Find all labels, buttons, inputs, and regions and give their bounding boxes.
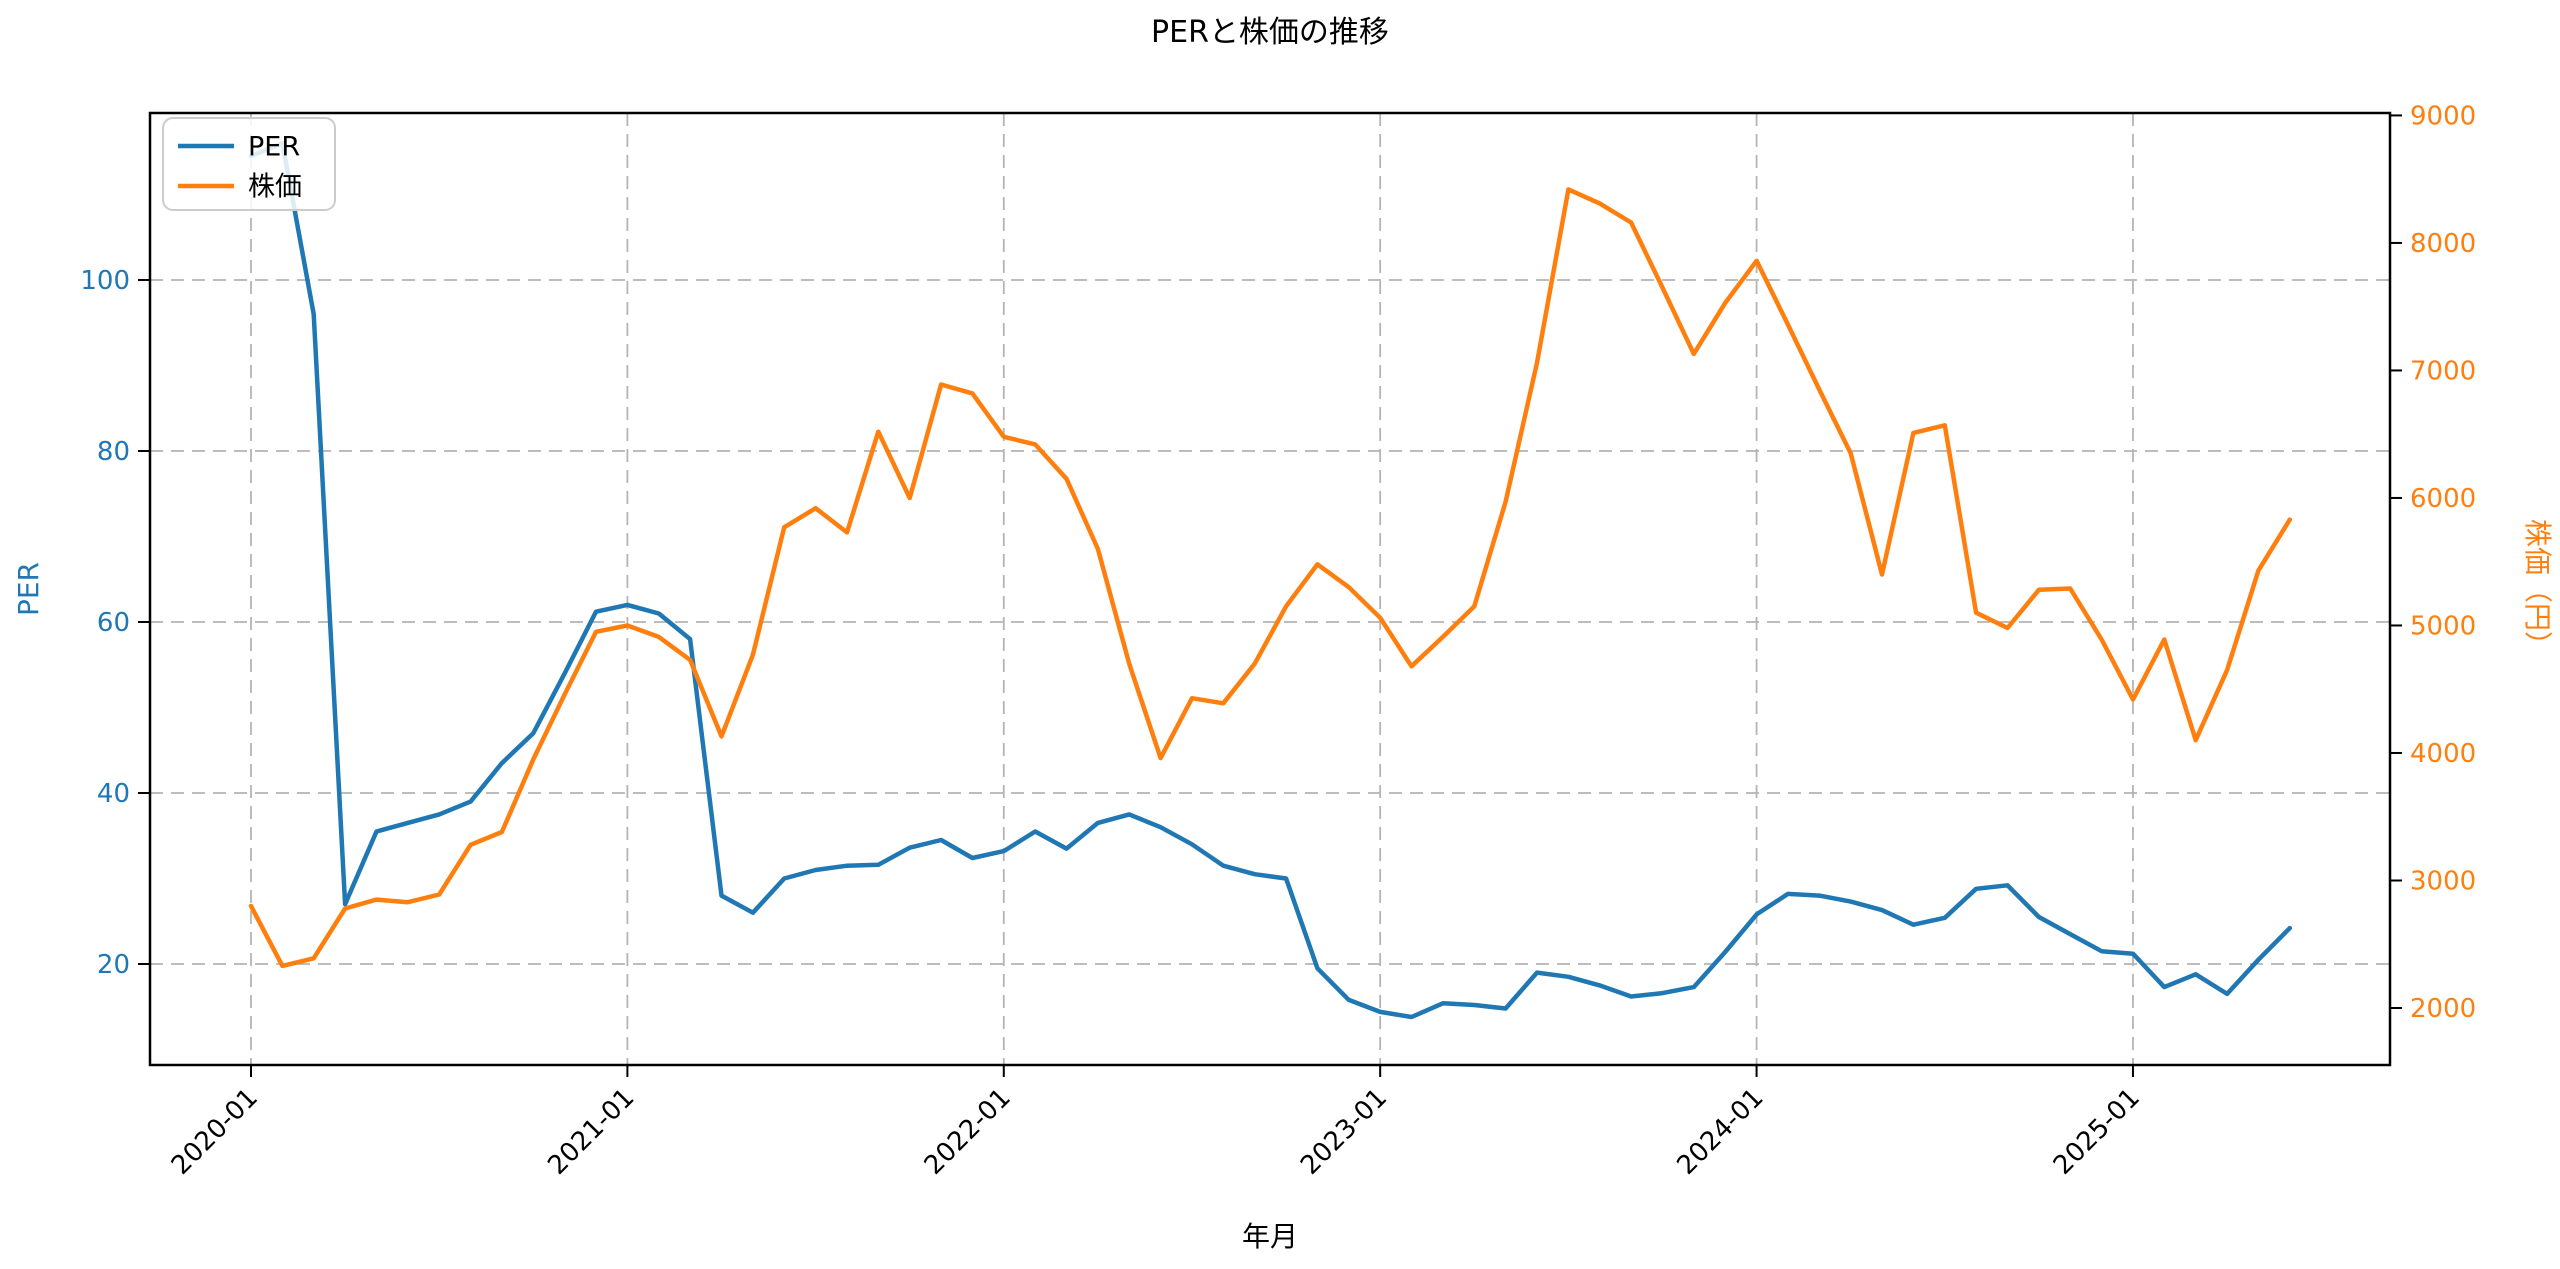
- x-tick-label: 2022-01: [919, 1083, 1017, 1181]
- legend-kabuka-label: 株価: [248, 171, 302, 202]
- x-tick-label: 2021-01: [542, 1083, 640, 1181]
- left-tick-label: 80: [97, 437, 130, 467]
- axis-ticks: 20 40 60 80 100 2000 3000 4000 5000 6000 7000 8000 9…: [80, 102, 2476, 1181]
- right-tick-label: 3000: [2410, 867, 2476, 897]
- right-tick-label: 8000: [2410, 229, 2476, 259]
- per-line: [248, 140, 2293, 1020]
- left-tick-label: 20: [97, 950, 130, 980]
- chart-title: PERと株価の推移: [1151, 15, 1389, 50]
- x-tick-label: 2020-01: [166, 1083, 264, 1181]
- plot-frame: [148, 111, 2392, 1067]
- right-tick-label: 4000: [2410, 739, 2476, 769]
- legend-per-label: PER: [248, 131, 300, 162]
- x-axis-label: 年月: [1242, 1220, 1298, 1253]
- right-tick-label: 9000: [2410, 102, 2476, 132]
- gridlines: [150, 113, 2390, 1065]
- left-axis-label: PER: [12, 562, 45, 616]
- kabuka-line: [248, 187, 2293, 969]
- left-tick-label: 60: [97, 608, 130, 638]
- left-tick-label: 40: [97, 779, 130, 809]
- series-lines: [248, 140, 2293, 1020]
- legend: PER 株価: [162, 117, 336, 211]
- right-tick-label: 7000: [2410, 357, 2476, 387]
- x-tick-label: 2024-01: [1671, 1083, 1769, 1181]
- x-tick-label: 2025-01: [2048, 1083, 2146, 1181]
- right-tick-label: 5000: [2410, 612, 2476, 642]
- right-axis-label: 株価（円）: [2521, 519, 2554, 659]
- right-tick-label: 6000: [2410, 484, 2476, 514]
- x-tick-label: 2023-01: [1295, 1083, 1393, 1181]
- left-tick-label: 100: [80, 266, 130, 296]
- right-tick-label: 2000: [2410, 994, 2476, 1024]
